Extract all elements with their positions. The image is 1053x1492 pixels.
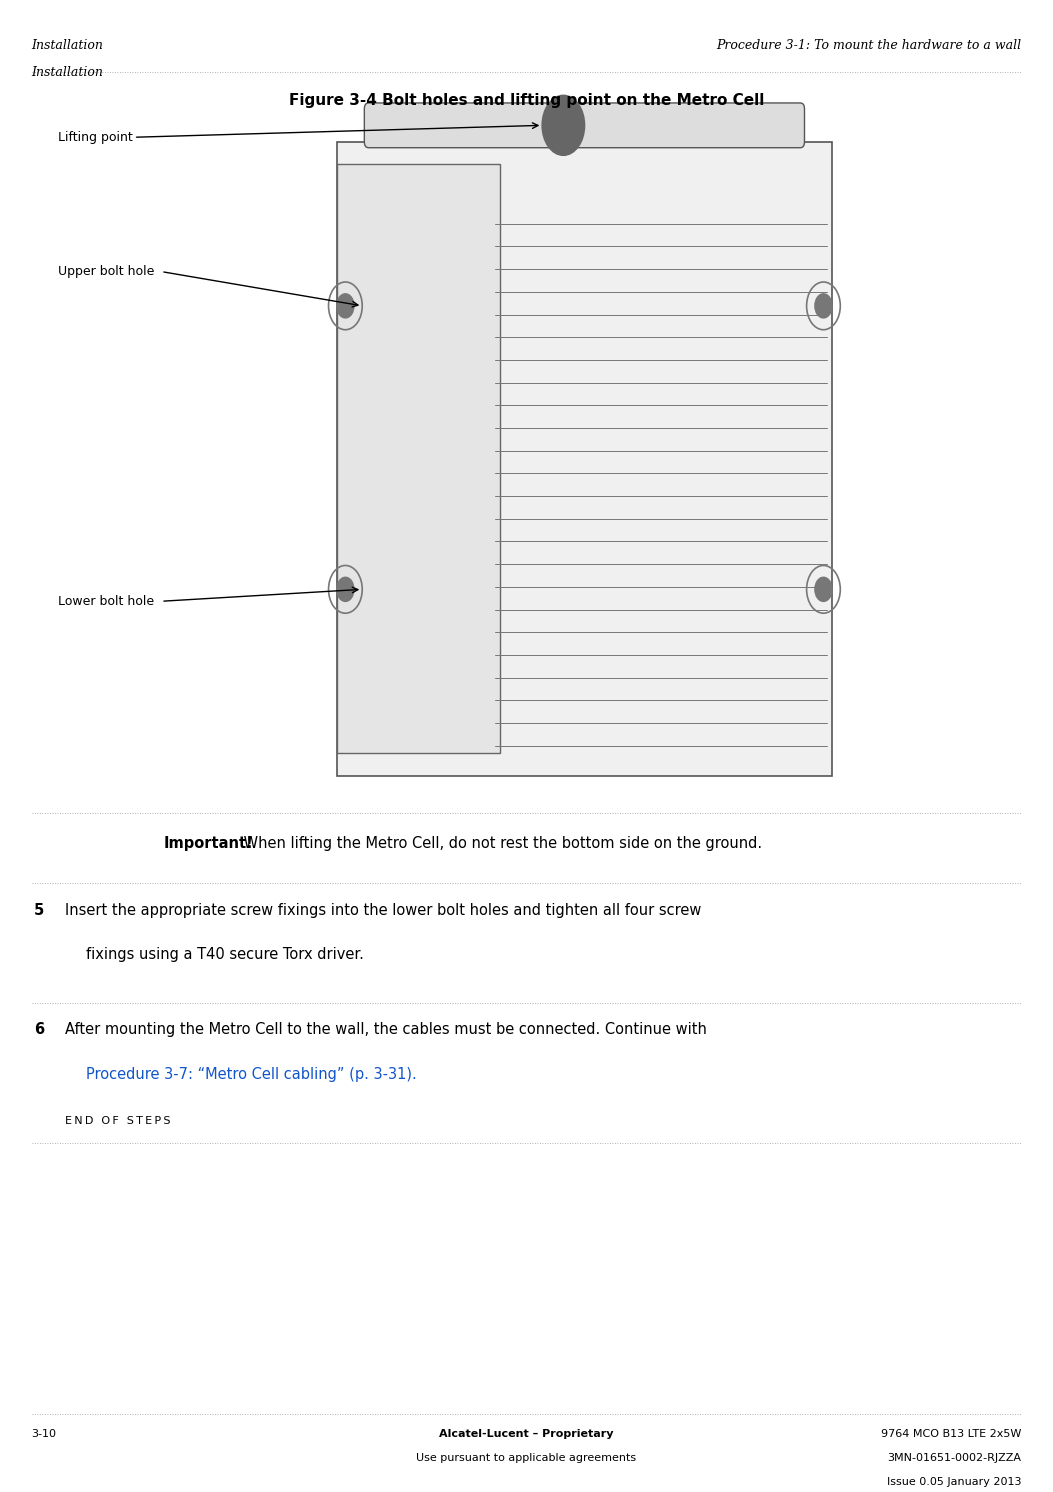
Text: Important!: Important! [163, 836, 253, 850]
Text: 9764 MCO B13 LTE 2x5W: 9764 MCO B13 LTE 2x5W [881, 1429, 1021, 1440]
Circle shape [551, 107, 576, 143]
Circle shape [815, 577, 832, 601]
Text: Alcatel-Lucent – Proprietary: Alcatel-Lucent – Proprietary [439, 1429, 614, 1440]
Text: Lower bolt hole: Lower bolt hole [58, 595, 154, 607]
Circle shape [337, 577, 354, 601]
Circle shape [815, 294, 832, 318]
Text: Issue 0.05 January 2013: Issue 0.05 January 2013 [887, 1477, 1021, 1488]
FancyBboxPatch shape [337, 142, 832, 776]
Text: Upper bolt hole: Upper bolt hole [58, 266, 155, 278]
Circle shape [542, 95, 584, 155]
FancyBboxPatch shape [364, 103, 804, 148]
Circle shape [337, 294, 354, 318]
Text: Installation: Installation [32, 66, 103, 79]
Text: 3-10: 3-10 [32, 1429, 57, 1440]
Text: E N D   O F   S T E P S: E N D O F S T E P S [65, 1116, 171, 1126]
Text: Figure 3-4 Bolt holes and lifting point on the Metro Cell: Figure 3-4 Bolt holes and lifting point … [289, 93, 764, 107]
Text: 3MN-01651-0002-RJZZA: 3MN-01651-0002-RJZZA [888, 1453, 1021, 1464]
FancyBboxPatch shape [337, 164, 500, 753]
Text: Use pursuant to applicable agreements: Use pursuant to applicable agreements [416, 1453, 637, 1464]
Text: Procedure 3-1: To mount the hardware to a wall: Procedure 3-1: To mount the hardware to … [716, 39, 1021, 52]
Text: fixings using a T40 secure Torx driver.: fixings using a T40 secure Torx driver. [86, 947, 364, 962]
Text: Installation: Installation [32, 39, 103, 52]
Text: Lifting point: Lifting point [58, 131, 133, 143]
Text: 6: 6 [34, 1022, 44, 1037]
Text: 5: 5 [34, 903, 44, 918]
Text: Insert the appropriate screw fixings into the lower bolt holes and tighten all f: Insert the appropriate screw fixings int… [65, 903, 701, 918]
Text: Procedure 3-7: “Metro Cell cabling” (p. 3-31).: Procedure 3-7: “Metro Cell cabling” (p. … [86, 1067, 417, 1082]
Text: After mounting the Metro Cell to the wall, the cables must be connected. Continu: After mounting the Metro Cell to the wal… [65, 1022, 708, 1037]
Text: When lifting the Metro Cell, do not rest the bottom side on the ground.: When lifting the Metro Cell, do not rest… [239, 836, 762, 850]
